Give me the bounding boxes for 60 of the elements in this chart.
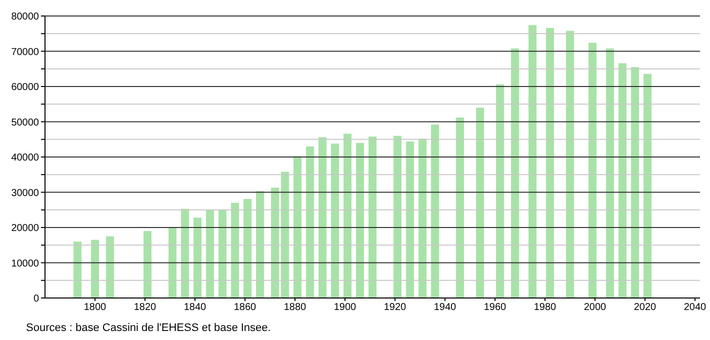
bar — [244, 198, 252, 298]
y-tick-label: 10000 — [11, 258, 40, 270]
y-tick-label: 30000 — [11, 188, 40, 199]
y-tick-label: 0 — [33, 294, 40, 305]
bar — [618, 63, 626, 298]
bar — [528, 25, 536, 298]
bar — [418, 138, 426, 298]
x-tick-label: 2040 — [684, 302, 707, 314]
source-note: Sources : base Cassini de l'EHESS et base Insee. — [26, 322, 272, 334]
x-tick-label: 1800 — [84, 302, 107, 314]
y-tick-label: 70000 — [11, 46, 40, 58]
bar — [511, 48, 519, 298]
bar — [281, 172, 289, 298]
y-tick-label: 80000 — [11, 12, 40, 23]
bar — [231, 202, 239, 298]
bar — [606, 48, 614, 298]
x-tick-label: 1900 — [334, 302, 357, 314]
bar — [218, 210, 226, 298]
x-tick-label: 1840 — [184, 302, 207, 314]
bar — [631, 67, 639, 298]
x-tick-label: 1820 — [134, 302, 157, 314]
bar — [271, 188, 279, 298]
y-tick-label: 60000 — [11, 82, 40, 94]
bar — [588, 42, 596, 298]
y-tick-label: 20000 — [11, 223, 40, 234]
bar — [431, 124, 439, 298]
x-tick-label: 2000 — [584, 302, 607, 314]
y-tick-label: 50000 — [11, 117, 40, 128]
bar — [294, 156, 302, 298]
bar — [394, 136, 402, 298]
bar — [256, 191, 264, 298]
bar — [194, 218, 202, 298]
bar — [344, 134, 352, 298]
x-tick-label: 1880 — [284, 302, 307, 314]
bar — [168, 228, 176, 298]
x-tick-label: 1860 — [234, 302, 257, 314]
bar — [566, 30, 574, 298]
bar — [546, 28, 554, 298]
x-tick-label: 2020 — [634, 302, 657, 314]
bar — [331, 144, 339, 298]
bar — [74, 242, 82, 298]
x-tick-label: 1920 — [384, 302, 407, 314]
bar — [318, 137, 326, 298]
bar — [644, 74, 652, 298]
bar — [206, 210, 214, 298]
bar — [356, 142, 364, 298]
x-tick-label: 1960 — [484, 302, 507, 314]
bar — [144, 231, 152, 298]
x-tick-label: 1980 — [534, 302, 557, 314]
x-tick-label: 1940 — [434, 302, 457, 314]
bar — [306, 146, 314, 298]
bar — [496, 84, 504, 298]
bar — [91, 240, 99, 298]
bar — [368, 136, 376, 298]
bar — [406, 141, 414, 298]
y-tick-label: 40000 — [11, 152, 40, 164]
bar — [476, 108, 484, 298]
bar — [106, 236, 114, 298]
bar — [456, 118, 464, 298]
bar — [181, 208, 189, 298]
